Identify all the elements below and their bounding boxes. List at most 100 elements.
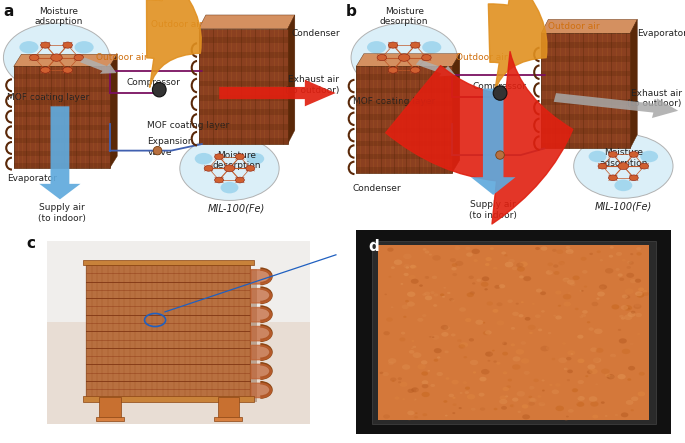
Circle shape: [535, 340, 543, 345]
Circle shape: [597, 250, 601, 253]
Circle shape: [408, 398, 416, 403]
Circle shape: [463, 346, 466, 349]
Circle shape: [580, 290, 582, 292]
FancyBboxPatch shape: [14, 66, 110, 168]
Circle shape: [491, 352, 495, 354]
Circle shape: [414, 416, 418, 419]
Circle shape: [621, 412, 628, 417]
Text: b: b: [346, 4, 357, 19]
Circle shape: [585, 303, 590, 305]
Circle shape: [636, 247, 641, 250]
Circle shape: [246, 165, 255, 171]
Circle shape: [521, 341, 526, 345]
Circle shape: [581, 314, 586, 317]
Circle shape: [451, 246, 455, 249]
Circle shape: [381, 253, 386, 256]
Circle shape: [445, 350, 449, 353]
Circle shape: [618, 329, 621, 331]
Circle shape: [562, 342, 566, 345]
Circle shape: [588, 396, 597, 402]
Circle shape: [409, 275, 416, 279]
Circle shape: [573, 394, 580, 399]
Circle shape: [443, 332, 452, 338]
Circle shape: [475, 297, 482, 302]
Circle shape: [195, 153, 212, 164]
Circle shape: [638, 392, 645, 396]
Circle shape: [467, 359, 473, 363]
Circle shape: [451, 334, 456, 336]
Circle shape: [615, 312, 622, 316]
Text: Outdoor air: Outdoor air: [548, 22, 599, 31]
Circle shape: [449, 394, 454, 397]
Circle shape: [613, 367, 618, 370]
Text: MOF coating layer: MOF coating layer: [147, 120, 229, 130]
Circle shape: [563, 294, 571, 299]
Ellipse shape: [153, 146, 162, 155]
Circle shape: [432, 276, 437, 279]
Circle shape: [445, 318, 452, 323]
Circle shape: [74, 54, 84, 61]
Polygon shape: [416, 60, 456, 76]
Circle shape: [503, 343, 507, 346]
Circle shape: [582, 310, 588, 314]
Circle shape: [523, 276, 531, 281]
Circle shape: [455, 355, 457, 357]
Circle shape: [427, 370, 430, 372]
Circle shape: [558, 319, 563, 323]
Circle shape: [581, 290, 584, 292]
Circle shape: [410, 265, 416, 268]
Circle shape: [395, 72, 414, 84]
Circle shape: [508, 299, 513, 303]
Circle shape: [595, 384, 598, 385]
Circle shape: [562, 416, 570, 420]
Circle shape: [631, 409, 634, 411]
Circle shape: [407, 359, 413, 363]
Circle shape: [521, 358, 530, 364]
Bar: [541, 128, 630, 134]
Circle shape: [619, 249, 622, 251]
Circle shape: [403, 264, 410, 268]
Circle shape: [642, 361, 647, 365]
Circle shape: [546, 270, 553, 275]
Circle shape: [628, 391, 634, 395]
Circle shape: [556, 406, 564, 411]
Circle shape: [442, 296, 445, 298]
Polygon shape: [553, 93, 678, 118]
Circle shape: [606, 320, 610, 323]
Circle shape: [550, 353, 553, 354]
Bar: [199, 52, 288, 58]
Circle shape: [490, 247, 494, 250]
Polygon shape: [80, 58, 116, 74]
Circle shape: [452, 263, 458, 267]
Ellipse shape: [493, 86, 507, 100]
Circle shape: [598, 163, 607, 169]
Text: Exhaust air
(to outdoor): Exhaust air (to outdoor): [285, 75, 339, 95]
Circle shape: [548, 278, 554, 282]
Circle shape: [614, 414, 618, 416]
FancyBboxPatch shape: [218, 397, 239, 418]
Circle shape: [543, 408, 549, 412]
Circle shape: [471, 249, 480, 254]
Circle shape: [496, 362, 501, 365]
Circle shape: [622, 259, 625, 261]
Circle shape: [577, 380, 584, 384]
Circle shape: [482, 388, 488, 392]
Circle shape: [636, 252, 642, 256]
Circle shape: [479, 377, 486, 381]
Circle shape: [601, 254, 607, 258]
Circle shape: [619, 315, 624, 318]
Circle shape: [597, 298, 599, 300]
Circle shape: [470, 360, 478, 365]
Circle shape: [628, 366, 635, 370]
Circle shape: [406, 266, 409, 269]
Circle shape: [390, 377, 397, 381]
Circle shape: [421, 371, 428, 376]
Circle shape: [414, 403, 417, 405]
Circle shape: [415, 250, 419, 253]
Circle shape: [529, 386, 534, 389]
Circle shape: [410, 42, 420, 48]
Circle shape: [626, 400, 634, 405]
Circle shape: [634, 304, 641, 309]
Circle shape: [506, 385, 511, 388]
Circle shape: [394, 271, 402, 277]
